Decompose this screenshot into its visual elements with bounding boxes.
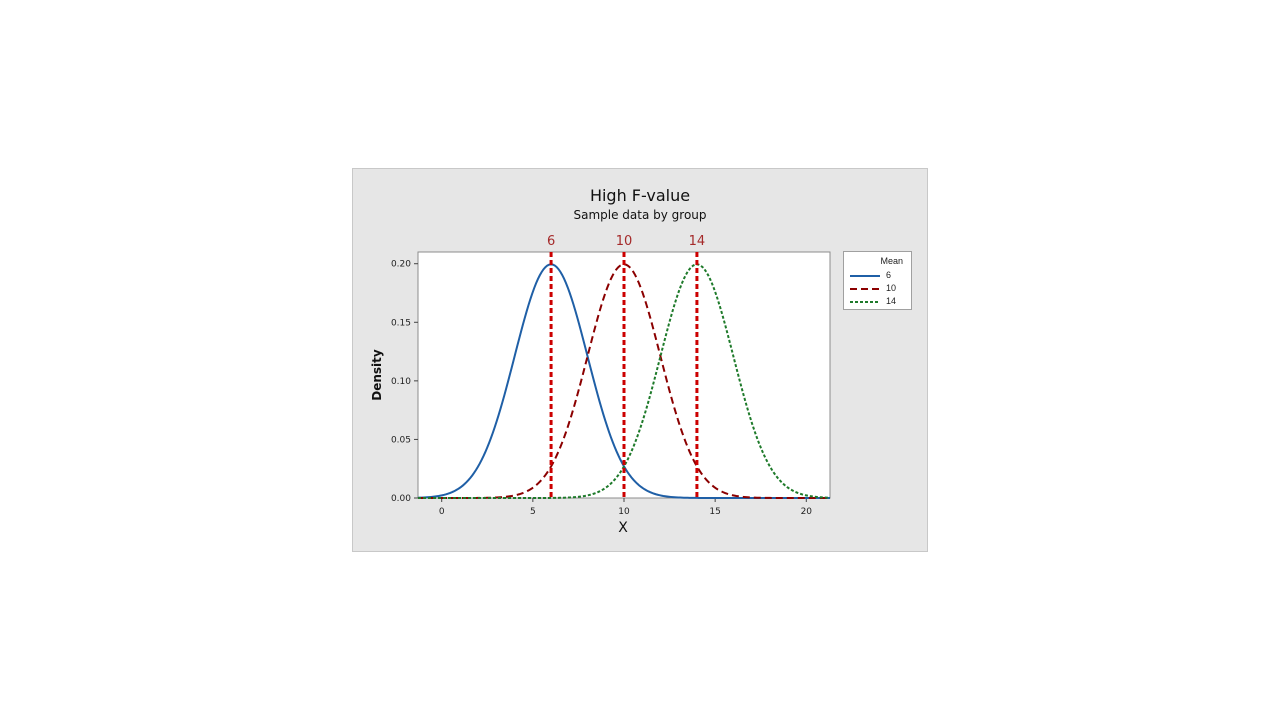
axis-ticks: 0 5 10 15 20 0.00 0.05 0.10 0.15 0.20 xyxy=(391,260,812,517)
chart-title: High F-value xyxy=(590,186,690,205)
legend-label-14: 14 xyxy=(886,296,897,306)
y-tick-label: 0.15 xyxy=(391,318,411,328)
y-tick-label: 0.20 xyxy=(391,260,411,270)
x-tick-label: 5 xyxy=(530,507,536,517)
legend-line-solid-icon xyxy=(850,275,880,277)
mean-reference-lines: 6 10 14 xyxy=(547,234,705,498)
density-curves xyxy=(417,263,831,499)
series-line-10 xyxy=(418,263,830,499)
legend-entry-14: 14 xyxy=(848,296,908,308)
legend-line-dashed-icon xyxy=(850,288,880,290)
x-axis-label: X xyxy=(618,520,628,536)
mean-line-label-6: 6 xyxy=(547,234,555,249)
mean-line-label-14: 14 xyxy=(689,234,706,249)
legend-label-10: 10 xyxy=(886,283,897,293)
x-tick-label: 0 xyxy=(439,507,445,517)
chart-svg: High F-value Sample data by group X Dens… xyxy=(370,186,831,536)
y-tick-label: 0.10 xyxy=(391,377,411,387)
chart-figure: High F-value Sample data by group X Dens… xyxy=(352,168,928,552)
legend-line-dotted-icon xyxy=(850,301,880,303)
legend-title: Mean xyxy=(880,256,903,266)
x-tick-label: 10 xyxy=(618,507,630,517)
y-axis-label: Density xyxy=(370,349,384,401)
legend-entry-10: 10 xyxy=(848,283,908,295)
legend: Mean 6 10 14 xyxy=(843,251,912,310)
mean-line-label-10: 10 xyxy=(616,234,633,249)
chart-subtitle: Sample data by group xyxy=(573,208,706,222)
y-tick-label: 0.00 xyxy=(391,494,411,504)
x-tick-label: 15 xyxy=(709,507,720,517)
legend-entry-6: 6 xyxy=(848,270,908,282)
legend-label-6: 6 xyxy=(886,270,892,280)
y-tick-label: 0.05 xyxy=(391,435,411,445)
x-tick-label: 20 xyxy=(801,507,813,517)
series-line-14 xyxy=(418,263,831,499)
